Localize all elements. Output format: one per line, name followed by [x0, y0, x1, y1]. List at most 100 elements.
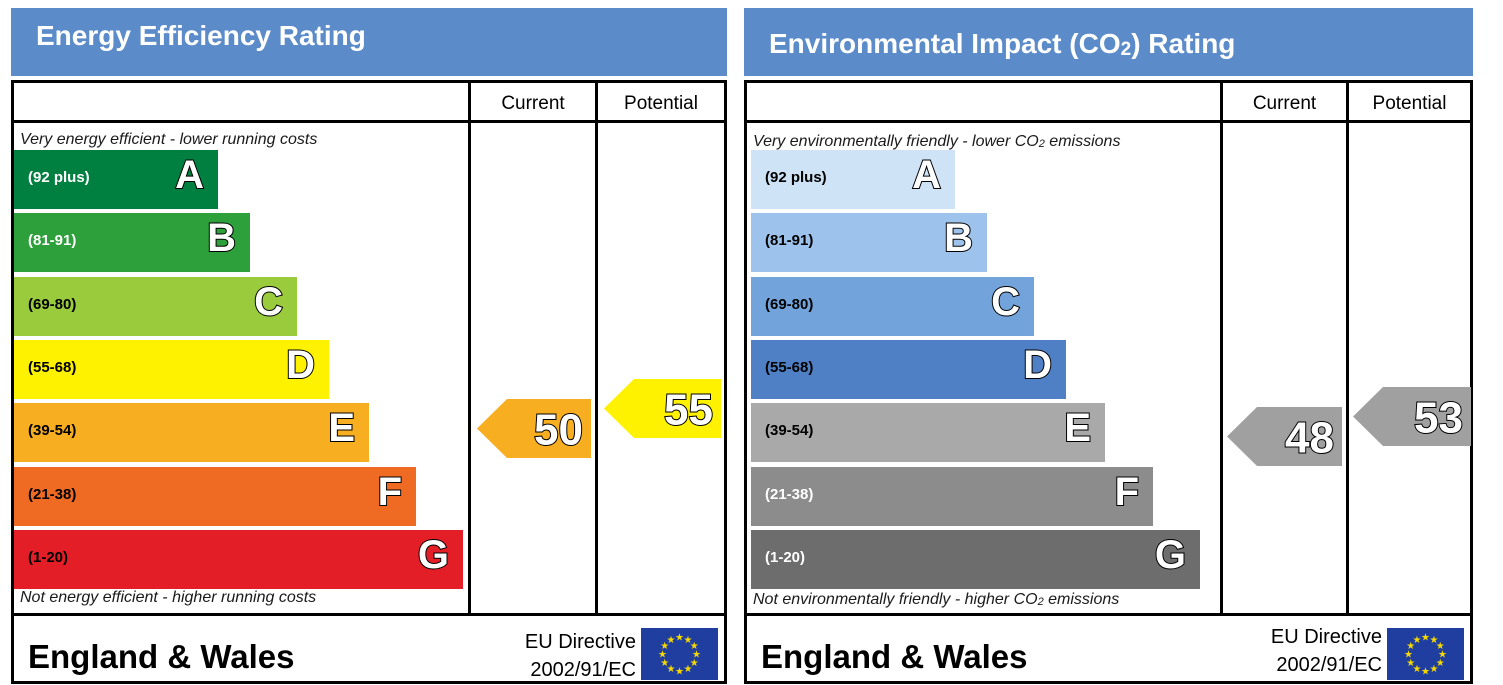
eu-star-icon: ★ — [1421, 667, 1430, 678]
eu-flag-icon: ★ ★ ★ ★ ★ ★ ★ ★ ★ ★ ★ ★ — [1387, 628, 1464, 680]
band-letter: E — [327, 405, 356, 451]
eu-star-icon: ★ — [690, 658, 699, 669]
note-top: Very environmentally friendly - lower CO… — [753, 133, 1121, 150]
eu-directive-label: EU Directive — [524, 631, 636, 653]
band-range-label: (55-68) — [28, 358, 77, 376]
band-range-label: (39-54) — [28, 422, 77, 440]
eu-star-icon: ★ — [675, 633, 684, 644]
band-f: (21-38) F — [751, 466, 1153, 526]
environment-title-bar: Environmental Impact (CO2) Rating — [744, 8, 1473, 76]
band-letter: B — [943, 215, 974, 261]
band-range-label: (81-91) — [765, 232, 814, 250]
current-column-divider — [1220, 83, 1223, 616]
rating-arrow-shape — [477, 399, 591, 459]
eu-star-icon: ★ — [675, 667, 684, 678]
band-range-label: (55-68) — [765, 358, 814, 376]
rating-arrow-shape — [1227, 406, 1342, 466]
current-rating-arrow: 48 — [1227, 406, 1342, 466]
header-divider — [747, 120, 1470, 123]
band-e: (39-54) E — [14, 403, 369, 463]
eu-directive-number: 2002/91/EC — [530, 659, 636, 681]
eu-star-icon: ★ — [1430, 664, 1439, 675]
band-letter: C — [253, 279, 284, 325]
eu-star-icon: ★ — [1406, 641, 1415, 652]
band-letter: A — [911, 152, 942, 198]
eu-flag-icon: ★ ★ ★ ★ ★ ★ ★ ★ ★ ★ ★ ★ — [641, 628, 718, 680]
band-range-label: (92 plus) — [765, 169, 827, 186]
band-letter: F — [1114, 469, 1140, 515]
environmental-impact-panel: Environmental Impact (CO2) Rating Curren… — [744, 8, 1473, 684]
band-letter: F — [377, 469, 403, 515]
eu-star-icon: ★ — [684, 664, 693, 675]
band-range-label: (69-80) — [765, 295, 814, 313]
band-range-label: (69-80) — [28, 295, 77, 313]
energy-title-bar: Energy Efficiency Rating — [11, 8, 727, 76]
band-b: (81-91) B — [14, 213, 250, 273]
eu-star-icon: ★ — [660, 658, 669, 669]
header-divider — [14, 120, 724, 123]
band-range-label: (39-54) — [765, 422, 814, 440]
band-range-label: (1-20) — [765, 548, 806, 566]
column-potential-header: Potential — [1372, 93, 1447, 114]
eu-star-icon: ★ — [690, 641, 699, 652]
eu-directive-label: EU Directive — [1270, 626, 1382, 648]
band-range-label: (1-20) — [28, 548, 69, 566]
band-range-label: (81-91) — [28, 232, 77, 250]
column-current-header: Current — [501, 93, 565, 114]
note-bottom: Not energy efficient - higher running co… — [20, 589, 317, 606]
eu-star-icon: ★ — [658, 650, 667, 661]
rating-value: 53 — [1414, 394, 1463, 443]
band-e: (39-54) E — [751, 403, 1105, 463]
rating-value: 50 — [534, 406, 583, 455]
eu-stars: ★ ★★★★★★★★★★★ — [1404, 633, 1447, 678]
eu-star-icon: ★ — [1406, 658, 1415, 669]
band-letter: G — [417, 532, 450, 578]
potential-rating-arrow: 53 — [1353, 387, 1471, 447]
eu-star-icon: ★ — [1436, 641, 1445, 652]
band-d: (55-68) D — [14, 339, 329, 399]
band-f: (21-38) F — [14, 466, 416, 526]
eu-directive: EU Directive 2002/91/EC — [525, 628, 636, 684]
eu-star-icon: ★ — [684, 635, 693, 646]
environment-title: Environmental Impact (CO2) Rating — [769, 28, 1236, 60]
band-letter: E — [1063, 405, 1092, 451]
potential-column-divider — [1346, 83, 1349, 616]
rating-arrow-shape — [604, 378, 721, 438]
potential-column-divider — [595, 83, 598, 616]
band-g: (1-20) G — [751, 529, 1200, 589]
note-bottom: Not environmentally friendly - higher CO… — [753, 591, 1120, 608]
eu-stars: ★ ★★★★★★★★★★★ — [658, 633, 701, 678]
eu-star-icon: ★ — [660, 641, 669, 652]
eu-star-icon: ★ — [667, 635, 676, 646]
rating-value: 48 — [1285, 413, 1334, 462]
column-potential-header: Potential — [624, 93, 698, 114]
note-top: Very energy efficient - lower running co… — [20, 131, 318, 148]
band-letter: D — [285, 342, 316, 388]
eu-star-icon: ★ — [692, 650, 701, 661]
eu-directive-number: 2002/91/EC — [1276, 654, 1382, 676]
band-letter: G — [1154, 532, 1187, 578]
band-a: (92 plus) A — [14, 150, 218, 209]
band-letter: C — [990, 279, 1021, 325]
band-letter: A — [174, 152, 205, 198]
band-letter: D — [1022, 342, 1053, 388]
footer-region-title: England & Wales — [28, 638, 295, 675]
current-column-divider — [468, 83, 471, 616]
energy-efficiency-panel: Energy Efficiency Rating Current Potenti… — [11, 8, 727, 684]
environment-frame: Current Potential Very environmentally f… — [744, 80, 1473, 684]
band-range-label: (21-38) — [28, 485, 77, 503]
rating-arrow-shape — [1353, 387, 1471, 447]
eu-star-icon: ★ — [1421, 633, 1430, 644]
current-rating-arrow: 50 — [477, 399, 591, 459]
band-d: (55-68) D — [751, 339, 1066, 399]
band-c: (69-80) C — [14, 276, 297, 336]
eu-star-icon: ★ — [1413, 635, 1422, 646]
eu-directive: EU Directive 2002/91/EC — [1271, 623, 1382, 679]
band-g: (1-20) G — [14, 529, 463, 589]
eu-star-icon: ★ — [667, 664, 676, 675]
eu-star-icon: ★ — [1413, 664, 1422, 675]
energy-frame: Current Potential Very energy efficient … — [11, 80, 727, 684]
footer-divider — [14, 613, 724, 616]
band-b: (81-91) B — [751, 213, 987, 273]
eu-star-icon: ★ — [1404, 650, 1413, 661]
